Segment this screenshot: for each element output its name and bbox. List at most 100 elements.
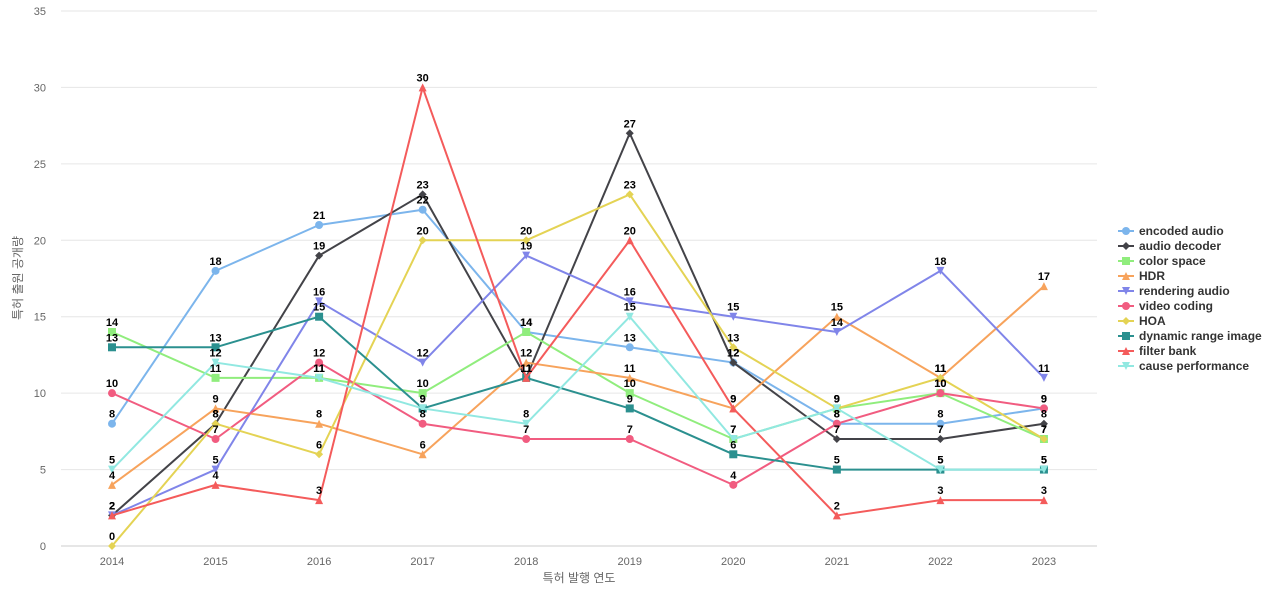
data-point-cause-performance[interactable]	[418, 404, 427, 413]
data-point-hdr[interactable]	[522, 358, 531, 367]
data-point-audio-decoder[interactable]	[625, 129, 634, 138]
data-point-video-coding[interactable]	[522, 435, 531, 443]
data-point-rendering-audio[interactable]	[315, 297, 324, 306]
series-line-video-coding[interactable]	[111, 361, 1045, 486]
data-point-filter-bank[interactable]	[522, 373, 531, 382]
data-point-hoa[interactable]	[729, 343, 738, 352]
data-point-hdr[interactable]	[418, 450, 427, 459]
data-point-rendering-audio[interactable]	[832, 328, 841, 336]
data-point-audio-decoder[interactable]	[315, 251, 324, 260]
data-point-filter-bank[interactable]	[729, 404, 738, 413]
series-cause-performance[interactable]	[108, 312, 1048, 474]
data-point-rendering-audio[interactable]	[729, 312, 738, 321]
data-point-rendering-audio[interactable]	[211, 465, 220, 474]
data-point-cause-performance[interactable]	[522, 419, 531, 428]
legend-item-filter-bank[interactable]: filter bank	[1118, 344, 1197, 358]
legend-marker[interactable]	[1122, 362, 1130, 370]
data-point-hoa[interactable]	[1039, 435, 1048, 443]
data-point-hoa[interactable]	[522, 236, 531, 245]
data-point-filter-bank[interactable]	[418, 83, 427, 92]
legend-marker[interactable]	[1122, 302, 1130, 310]
data-point-dynamic-range-image[interactable]	[315, 312, 324, 321]
data-point-rendering-audio[interactable]	[522, 251, 531, 260]
legend-item-dynamic-range-image[interactable]: dynamic range image	[1118, 329, 1262, 343]
data-point-filter-bank[interactable]	[211, 480, 220, 489]
series-line-encoded-audio[interactable]	[111, 208, 1045, 425]
series-line-rendering-audio[interactable]	[111, 254, 1045, 517]
data-point-filter-bank[interactable]	[832, 511, 841, 520]
data-point-video-coding[interactable]	[936, 389, 945, 398]
data-point-color-space[interactable]	[522, 328, 531, 336]
legend-item-hoa[interactable]: HOA	[1118, 314, 1166, 328]
series-line-cause-performance[interactable]	[111, 315, 1045, 471]
data-point-video-coding[interactable]	[315, 358, 324, 367]
series-filter-bank[interactable]	[108, 83, 1048, 520]
series-line-audio-decoder[interactable]	[111, 132, 1045, 517]
data-point-audio-decoder[interactable]	[1039, 419, 1048, 428]
data-point-video-coding[interactable]	[729, 480, 738, 489]
data-point-filter-bank[interactable]	[625, 236, 634, 245]
data-point-color-space[interactable]	[108, 328, 116, 336]
data-point-hoa[interactable]	[315, 450, 324, 459]
legend-marker[interactable]	[1122, 347, 1130, 355]
data-point-filter-bank[interactable]	[936, 496, 945, 505]
data-point-video-coding[interactable]	[1039, 404, 1048, 413]
legend-item-rendering-audio[interactable]: rendering audio	[1118, 284, 1230, 298]
data-point-rendering-audio[interactable]	[1039, 373, 1048, 382]
data-point-encoded-audio[interactable]	[418, 205, 427, 214]
data-point-hoa[interactable]	[418, 236, 427, 245]
data-point-dynamic-range-image[interactable]	[832, 465, 841, 474]
data-point-color-space[interactable]	[625, 389, 634, 398]
series-color-space[interactable]	[108, 328, 1048, 443]
data-point-cause-performance[interactable]	[625, 312, 634, 321]
legend-marker[interactable]	[1122, 332, 1130, 340]
data-point-cause-performance[interactable]	[1039, 465, 1048, 474]
data-point-hoa[interactable]	[211, 419, 220, 428]
legend-item-audio-decoder[interactable]: audio decoder	[1118, 239, 1221, 253]
data-point-encoded-audio[interactable]	[936, 419, 945, 428]
series-line-dynamic-range-image[interactable]	[111, 315, 1045, 471]
data-point-cause-performance[interactable]	[315, 373, 324, 382]
data-point-cause-performance[interactable]	[832, 404, 841, 413]
data-point-cause-performance[interactable]	[108, 465, 116, 474]
data-point-dynamic-range-image[interactable]	[729, 450, 738, 459]
data-point-audio-decoder[interactable]	[418, 190, 427, 199]
data-point-rendering-audio[interactable]	[625, 297, 634, 306]
data-point-cause-performance[interactable]	[936, 465, 945, 474]
series-hoa[interactable]	[108, 190, 1048, 550]
data-point-audio-decoder[interactable]	[729, 358, 738, 367]
series-line-hdr[interactable]	[111, 285, 1045, 486]
data-point-encoded-audio[interactable]	[625, 343, 634, 352]
data-point-encoded-audio[interactable]	[315, 221, 324, 229]
series-line-filter-bank[interactable]	[111, 86, 1045, 517]
data-point-hdr[interactable]	[108, 480, 116, 489]
data-point-dynamic-range-image[interactable]	[108, 343, 116, 352]
legend-marker[interactable]	[1122, 257, 1130, 265]
data-point-video-coding[interactable]	[211, 435, 220, 443]
data-point-encoded-audio[interactable]	[108, 419, 116, 428]
data-point-dynamic-range-image[interactable]	[625, 404, 634, 413]
data-point-hdr[interactable]	[211, 404, 220, 413]
data-point-dynamic-range-image[interactable]	[211, 343, 220, 352]
legend-marker[interactable]	[1122, 242, 1130, 250]
data-point-hdr[interactable]	[625, 373, 634, 382]
data-point-video-coding[interactable]	[418, 419, 427, 428]
data-point-filter-bank[interactable]	[1039, 496, 1048, 505]
legend-item-encoded-audio[interactable]: encoded audio	[1118, 224, 1224, 238]
series-video-coding[interactable]	[108, 358, 1048, 489]
data-point-audio-decoder[interactable]	[936, 435, 945, 443]
data-point-encoded-audio[interactable]	[211, 266, 220, 275]
data-point-hdr[interactable]	[315, 419, 324, 428]
data-point-hoa[interactable]	[936, 373, 945, 382]
data-point-audio-decoder[interactable]	[832, 435, 841, 443]
legend-marker[interactable]	[1122, 317, 1130, 325]
data-point-color-space[interactable]	[418, 389, 427, 398]
legend-marker[interactable]	[1122, 272, 1130, 280]
data-point-rendering-audio[interactable]	[936, 266, 945, 275]
data-point-cause-performance[interactable]	[211, 358, 220, 367]
legend-item-cause-performance[interactable]: cause performance	[1118, 359, 1249, 373]
data-point-cause-performance[interactable]	[729, 435, 738, 443]
legend-item-video-coding[interactable]: video coding	[1118, 299, 1213, 313]
legend-item-hdr[interactable]: HDR	[1118, 269, 1165, 283]
data-point-video-coding[interactable]	[625, 435, 634, 443]
